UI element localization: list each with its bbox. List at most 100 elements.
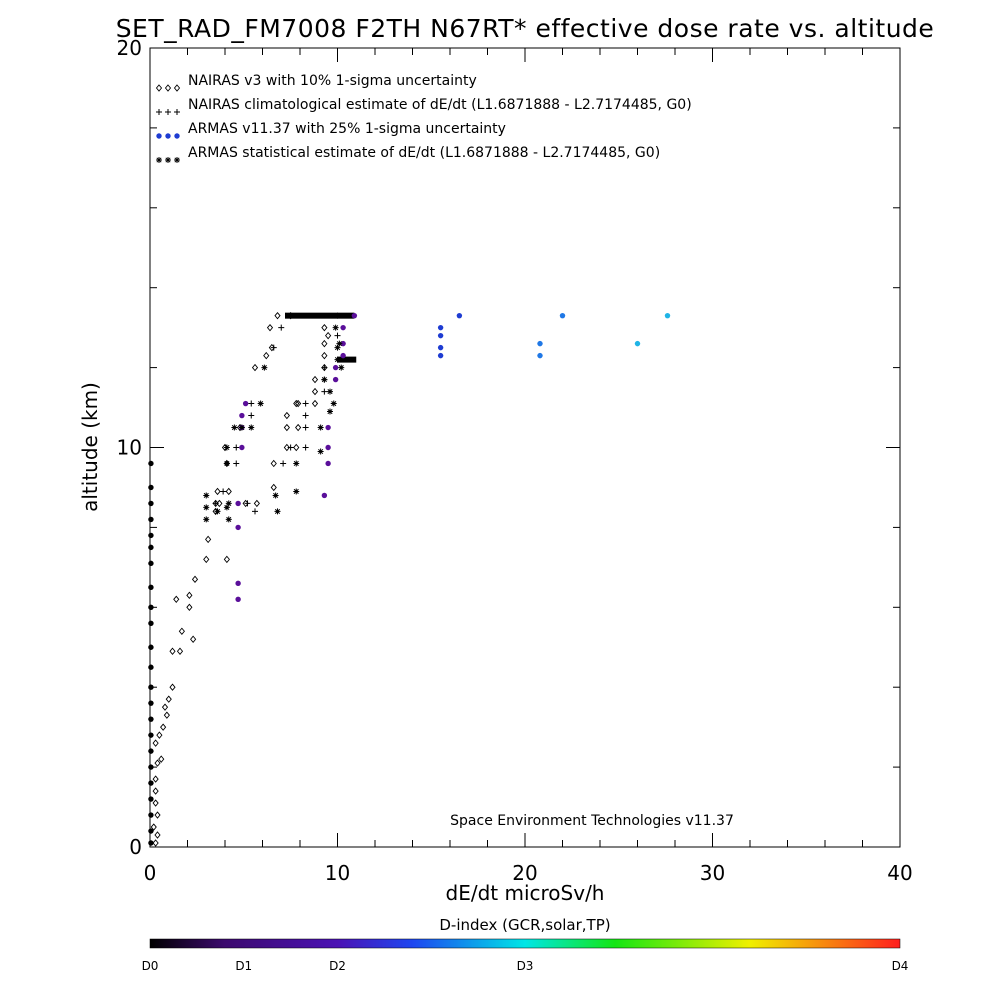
nairas-v3-point — [154, 811, 161, 819]
armas-statistical-point — [203, 492, 210, 499]
armas-point — [148, 516, 154, 523]
nairas-v3-point — [251, 363, 259, 372]
x-tick-label: 30 — [700, 861, 725, 885]
armas-point — [148, 828, 154, 834]
nairas-v3-point — [321, 351, 328, 360]
nairas-climatological-point — [287, 444, 294, 451]
legend-marker — [174, 133, 180, 139]
colorbar-label: D3 — [517, 959, 534, 973]
armas-point — [235, 580, 241, 587]
y-tick-label: 20 — [117, 36, 142, 60]
nairas-climatological-point — [233, 444, 240, 451]
legend: NAIRAS v3 with 10% 1-sigma uncertainty NA… — [155, 73, 692, 163]
nairas-v3-point — [253, 499, 260, 508]
armas-point — [321, 492, 328, 499]
armas-point — [148, 620, 154, 626]
nairas-v3-point — [190, 635, 197, 643]
nairas-climatological-point — [233, 460, 240, 467]
nairas-v3-point — [165, 695, 172, 703]
legend-marker — [165, 157, 171, 163]
armas-point — [148, 584, 154, 591]
nairas-climatological-point — [302, 424, 309, 431]
nairas-v3-point — [156, 731, 163, 739]
armas-statistical-point — [332, 324, 339, 331]
armas-point — [340, 324, 346, 331]
armas-statistical-point — [334, 344, 341, 351]
armas-point — [332, 364, 339, 371]
armas-point — [148, 764, 154, 770]
y-axis-label: altitude (km) — [78, 382, 102, 512]
dense-band — [285, 312, 355, 319]
nairas-climatological-point — [278, 324, 285, 331]
armas-point — [325, 424, 331, 431]
nairas-v3-point — [169, 647, 176, 655]
armas-point — [325, 460, 331, 467]
armas-statistical-point — [225, 516, 232, 523]
armas-point — [340, 340, 346, 347]
armas-statistical-point — [334, 356, 341, 363]
nairas-climatological-point — [248, 412, 255, 419]
legend-item: ARMAS v11.37 with 25% 1-sigma uncertaint… — [156, 121, 506, 139]
nairas-v3-point — [186, 603, 193, 612]
nairas-v3-point — [150, 823, 157, 831]
legend-item: ARMAS statistical estimate of dE/dt (L1.… — [156, 145, 660, 163]
legend-marker — [156, 109, 162, 115]
chart-title: SET_RAD_FM7008 F2TH N67RT* effective dos… — [116, 14, 935, 43]
armas-point — [235, 596, 241, 603]
legend-marker — [156, 157, 162, 163]
legend-item: NAIRAS climatological estimate of dE/dt … — [156, 97, 692, 115]
nairas-v3-point — [270, 483, 277, 492]
nairas-climatological-point — [321, 364, 328, 371]
armas-statistical-point — [214, 508, 221, 515]
armas-point — [537, 340, 543, 347]
armas-point — [148, 748, 154, 754]
armas-point — [148, 840, 154, 846]
nairas-climatological-point — [321, 388, 328, 395]
legend-label: NAIRAS v3 with 10% 1-sigma uncertainty — [188, 73, 477, 89]
legend-marker — [165, 109, 171, 115]
armas-statistical-point — [317, 448, 324, 455]
nairas-v3-point — [325, 331, 332, 340]
armas-statistical-point — [336, 340, 343, 347]
x-tick-label: 0 — [144, 861, 157, 885]
dense-bands — [285, 312, 357, 363]
armas-point — [664, 312, 671, 319]
armas-statistical-point — [223, 504, 230, 511]
nairas-v3-point — [293, 443, 300, 452]
nairas-climatological-point — [334, 332, 341, 339]
armas-point — [148, 780, 154, 786]
legend-marker — [173, 84, 181, 92]
legend-marker — [156, 133, 162, 139]
nairas-v3-point — [283, 423, 290, 432]
nairas-v3-point — [152, 787, 159, 795]
armas-statistical-point — [327, 388, 333, 395]
nairas-v3-point — [283, 411, 290, 420]
armas-statistical-point — [330, 400, 337, 407]
armas-statistical-point — [231, 424, 238, 431]
armas-point — [148, 684, 154, 690]
nairas-v3-point — [161, 703, 169, 711]
legend-marker — [155, 84, 163, 92]
nairas-climatological-point — [212, 500, 219, 507]
y-tick-label: 0 — [129, 835, 142, 859]
nairas-v3-point — [311, 387, 319, 396]
armas-point — [325, 444, 331, 451]
axis-ticks: 0 10 20 30 40 0 10 20 — [117, 36, 913, 885]
nairas-v3-point — [152, 775, 159, 783]
armas-point — [456, 312, 463, 319]
x-tick-label: 40 — [887, 861, 912, 885]
legend-label: ARMAS v11.37 with 25% 1-sigma uncertaint… — [188, 121, 506, 137]
armas-point — [239, 444, 245, 451]
armas-point — [148, 664, 154, 670]
armas-point — [340, 352, 346, 359]
armas-point — [537, 352, 543, 359]
armas-statistical-point — [223, 444, 230, 451]
colorbar-label: D1 — [235, 959, 252, 973]
nairas-v3-point — [225, 487, 232, 496]
legend-marker — [174, 109, 180, 115]
armas-point — [148, 604, 154, 610]
nairas-v3-point — [186, 591, 193, 600]
legend-label: ARMAS statistical estimate of dE/dt (L1.… — [188, 145, 660, 161]
armas-point — [437, 332, 444, 339]
